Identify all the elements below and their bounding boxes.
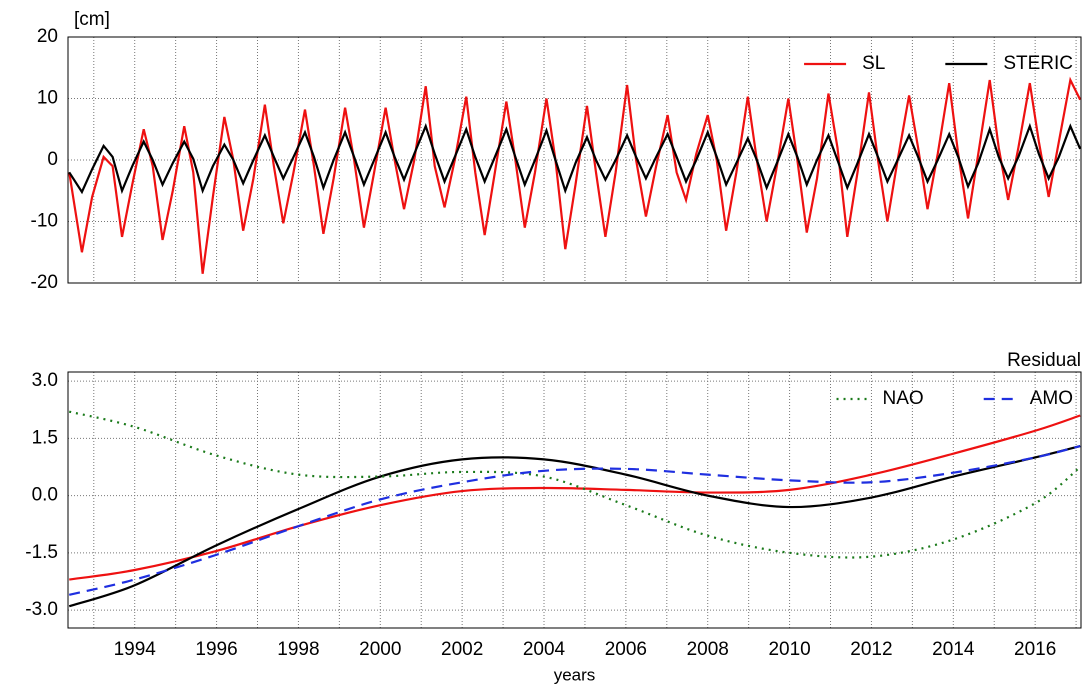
series-line [68,410,1081,559]
x-tick-label: 2016 [1014,639,1056,660]
series-line [68,122,1081,195]
plot-frame [67,371,1082,629]
y-tick-label: -20 [31,272,58,293]
plot-lines [68,76,1081,274]
x-tick-label: 1996 [195,639,237,660]
y-tick-label: 1.5 [32,427,58,448]
legend-label: NAO [883,388,924,409]
legend-label: AMO [1030,388,1073,409]
y-tick-label: -3.0 [25,599,58,620]
series-line [68,76,1081,274]
x-tick-label: 2010 [768,639,810,660]
x-tick-label: 1994 [114,639,157,660]
y-tick-label: 0.0 [32,485,58,506]
y-tick-label: -10 [31,211,58,232]
plot-lines [68,410,1081,608]
legend-label: SL [862,53,885,74]
x-tick-label: 1998 [277,639,319,660]
x-tick-label: 2008 [687,639,729,660]
x-tick-label: 2002 [441,639,483,660]
x-tick-label: 2004 [523,639,566,660]
y-tick-label: -1.5 [25,542,58,563]
legend-label: STERIC [1003,53,1073,74]
y-tick-label: 3.0 [32,370,58,391]
y-axis-label: [cm] [74,9,110,30]
y-tick-label: 20 [37,26,58,47]
x-tick-label: 2006 [605,639,647,660]
series-line [69,414,1081,581]
x-tick-label: 2000 [359,639,401,660]
x-axis-label: years [554,665,596,684]
y-tick-label: 0 [47,149,58,170]
series-line [68,444,1081,608]
x-tick-label: 2014 [932,639,975,660]
series-line [68,444,1081,596]
y-tick-label: 10 [37,88,58,109]
annotation: Residual [1007,350,1081,371]
x-tick-label: 2012 [850,639,892,660]
plot-frame [67,36,1082,284]
